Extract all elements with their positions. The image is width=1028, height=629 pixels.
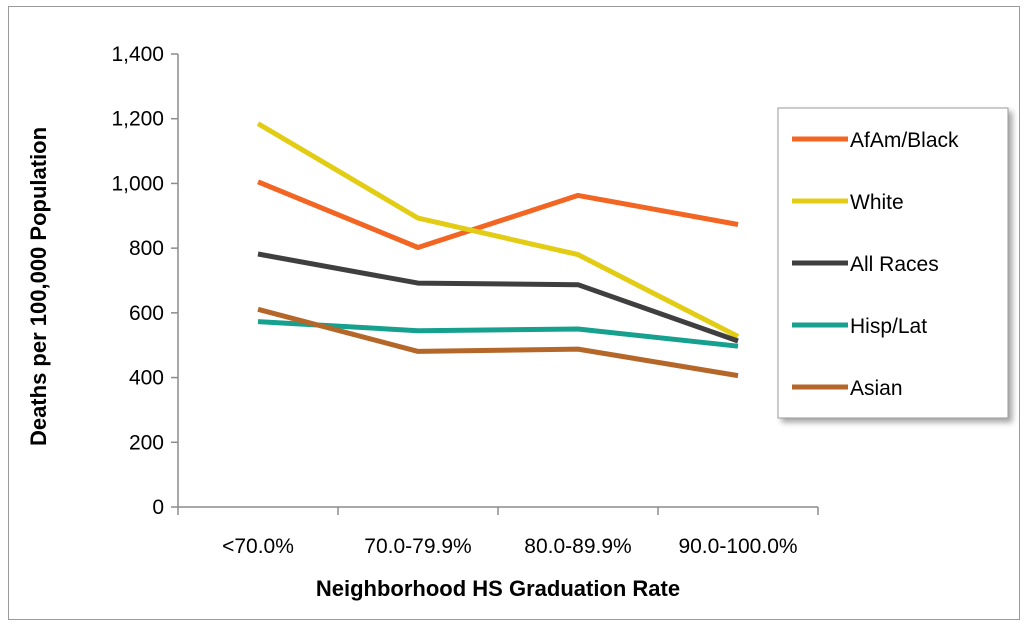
x-tick-label: <70.0% (222, 535, 294, 558)
y-axis-ticks: 0 200 400 600 800 1,000 1,200 1,400 (111, 43, 178, 519)
series-line-asian (257, 306, 739, 379)
y-tick-label: 1,200 (111, 108, 164, 131)
y-tick-label: 1,000 (111, 172, 164, 195)
series-line-white (256, 121, 740, 339)
series-line-hisp-lat (257, 319, 739, 349)
y-axis-title: Deaths per 100,000 Population (26, 127, 51, 446)
x-tick-label: 80.0-89.9% (524, 535, 631, 558)
y-tick-label: 200 (129, 431, 164, 454)
y-tick-label: 600 (129, 302, 164, 325)
series-lines (256, 121, 740, 379)
x-axis-title: Neighborhood HS Graduation Rate (316, 576, 680, 601)
y-tick-label: 1,400 (111, 43, 164, 66)
legend-label: Asian (850, 377, 903, 400)
y-tick-label: 400 (129, 367, 164, 390)
axes (177, 54, 818, 508)
series-line-all-races (257, 251, 739, 344)
y-tick-label: 0 (152, 496, 164, 519)
x-tick-label: 70.0-79.9% (364, 535, 471, 558)
legend-label: White (850, 191, 904, 214)
legend-label: All Races (850, 253, 939, 276)
legend: AfAm/Black White All Races Hisp/Lat Asian (777, 107, 1009, 419)
legend-label: AfAm/Black (850, 129, 959, 152)
y-tick-label: 800 (129, 237, 164, 260)
x-tick-label: 90.0-100.0% (678, 535, 797, 558)
legend-label: Hisp/Lat (850, 315, 927, 338)
series-line-afam-black (257, 179, 739, 250)
x-axis-ticks: <70.0% 70.0-79.9% 80.0-89.9% 90.0-100.0% (177, 507, 819, 558)
